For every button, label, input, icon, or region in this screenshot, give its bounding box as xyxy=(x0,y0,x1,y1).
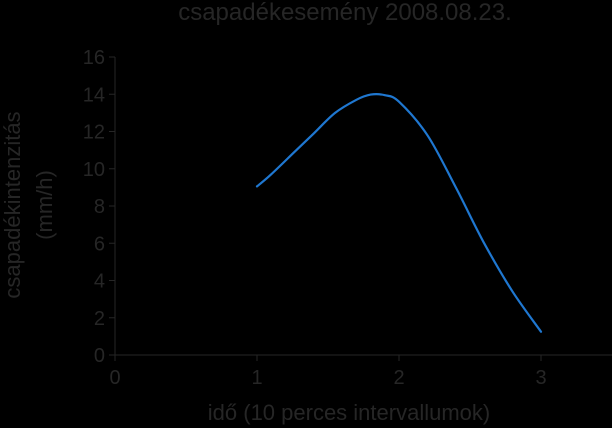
y-tick-label: 8 xyxy=(94,196,105,218)
y-tick-label: 12 xyxy=(83,122,105,144)
y-tick-label: 2 xyxy=(94,308,105,330)
series-layer xyxy=(255,93,543,333)
y-tick-label: 6 xyxy=(94,233,105,255)
y-ticks: 0 2 4 6 8 10 12 14 16 xyxy=(83,47,115,367)
x-axis-title: idő (10 perces intervallumok) xyxy=(208,400,490,425)
y-tick-label: 10 xyxy=(83,159,105,181)
y-tick-label: 4 xyxy=(94,271,105,293)
y-tick-label: 16 xyxy=(83,47,105,69)
y-tick-label: 14 xyxy=(83,84,105,106)
y-axis-title-line-2: (mm/h) xyxy=(32,170,57,240)
x-tick-label: 0 xyxy=(109,367,120,389)
x-tick-label: 3 xyxy=(535,367,546,389)
chart-title: csapadékesemény 2008.08.23. xyxy=(178,0,512,26)
series-line xyxy=(255,93,543,333)
x-ticks: 0 1 2 3 xyxy=(109,355,547,389)
y-axis-title-line-1: csapadékintenzitás xyxy=(0,111,25,298)
x-tick-label: 1 xyxy=(251,367,262,389)
x-tick-label: 2 xyxy=(393,367,404,389)
y-tick-label: 0 xyxy=(94,345,105,367)
